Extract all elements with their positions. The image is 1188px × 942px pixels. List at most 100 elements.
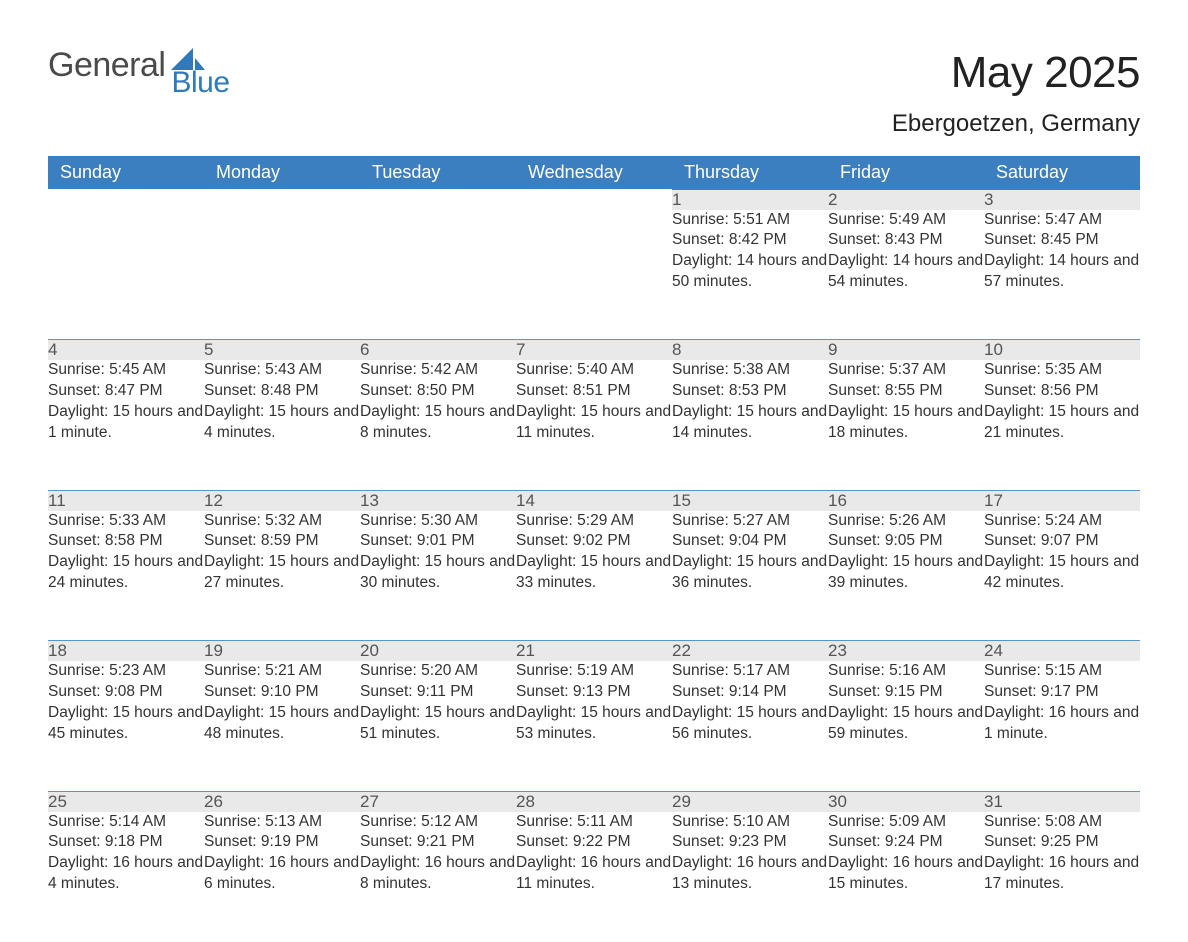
day-cell: Sunrise: 5:29 AMSunset: 9:02 PMDaylight:… <box>516 511 672 641</box>
daylight-line: Daylight: 14 hours and 57 minutes. <box>984 251 1140 293</box>
empty-cell <box>516 190 672 210</box>
day-number: 16 <box>828 490 984 511</box>
sunset-line: Sunset: 9:07 PM <box>984 531 1140 552</box>
sunset-line: Sunset: 9:22 PM <box>516 832 672 853</box>
sunrise-line: Sunrise: 5:47 AM <box>984 210 1140 231</box>
day-number-row: 45678910 <box>48 340 1140 361</box>
day-number: 25 <box>48 791 204 812</box>
daylight-line: Daylight: 16 hours and 15 minutes. <box>828 853 984 895</box>
day-cell: Sunrise: 5:38 AMSunset: 8:53 PMDaylight:… <box>672 360 828 490</box>
daylight-line: Daylight: 15 hours and 11 minutes. <box>516 402 672 444</box>
weekday-header: Saturday <box>984 156 1140 190</box>
day-number: 10 <box>984 340 1140 361</box>
sunset-line: Sunset: 9:17 PM <box>984 682 1140 703</box>
day-content-row: Sunrise: 5:45 AMSunset: 8:47 PM Daylight:… <box>48 360 1140 490</box>
daylight-line: Daylight: 15 hours and 39 minutes. <box>828 552 984 594</box>
daylight-line: Daylight: 15 hours and 36 minutes. <box>672 552 828 594</box>
brand-word-1: General <box>48 48 165 82</box>
day-cell: Sunrise: 5:20 AMSunset: 9:11 PMDaylight:… <box>360 661 516 791</box>
sunrise-line: Sunrise: 5:17 AM <box>672 661 828 682</box>
daylight-line: Daylight: 16 hours and 11 minutes. <box>516 853 672 895</box>
brand-logo: General Blue <box>48 48 230 98</box>
day-number-row: 18192021222324 <box>48 641 1140 662</box>
daylight-line: Daylight: 15 hours and 8 minutes. <box>360 402 516 444</box>
empty-cell <box>516 210 672 340</box>
day-number: 13 <box>360 490 516 511</box>
day-content-row: Sunrise: 5:23 AMSunset: 9:08 PMDaylight:… <box>48 661 1140 791</box>
daylight-line: Daylight: 16 hours and 8 minutes. <box>360 853 516 895</box>
sunrise-line: Sunrise: 5:13 AM <box>204 812 360 833</box>
sunrise-line: Sunrise: 5:37 AM <box>828 360 984 381</box>
day-number: 14 <box>516 490 672 511</box>
daylight-line: Daylight: 15 hours and 18 minutes. <box>828 402 984 444</box>
day-number-row: 11121314151617 <box>48 490 1140 511</box>
weekday-header: Thursday <box>672 156 828 190</box>
sunrise-line: Sunrise: 5:32 AM <box>204 511 360 532</box>
empty-cell <box>48 210 204 340</box>
day-cell: Sunrise: 5:15 AMSunset: 9:17 PMDaylight:… <box>984 661 1140 791</box>
sunset-line: Sunset: 9:14 PM <box>672 682 828 703</box>
sunset-line: Sunset: 8:42 PM <box>672 230 828 251</box>
day-number: 20 <box>360 641 516 662</box>
sunset-line: Sunset: 8:47 PM <box>48 381 204 402</box>
day-cell: Sunrise: 5:30 AMSunset: 9:01 PMDaylight:… <box>360 511 516 641</box>
sunset-line: Sunset: 9:18 PM <box>48 832 204 853</box>
day-number: 18 <box>48 641 204 662</box>
daylight-line: Daylight: 15 hours and 56 minutes. <box>672 703 828 745</box>
daylight-line: Daylight: 15 hours and 30 minutes. <box>360 552 516 594</box>
empty-cell <box>360 190 516 210</box>
sunset-line: Sunset: 9:02 PM <box>516 531 672 552</box>
sunrise-line: Sunrise: 5:45 AM <box>48 360 204 381</box>
daylight-line: Daylight: 15 hours and 27 minutes. <box>204 552 360 594</box>
sunrise-line: Sunrise: 5:38 AM <box>672 360 828 381</box>
day-cell: Sunrise: 5:43 AMSunset: 8:48 PMDaylight:… <box>204 360 360 490</box>
sunset-line: Sunset: 8:43 PM <box>828 230 984 251</box>
day-cell: Sunrise: 5:09 AMSunset: 9:24 PMDaylight:… <box>828 812 984 942</box>
day-number: 26 <box>204 791 360 812</box>
daylight-line: Daylight: 15 hours and 21 minutes. <box>984 402 1140 444</box>
brand-mark: Blue <box>171 48 229 98</box>
sunrise-line: Sunrise: 5:30 AM <box>360 511 516 532</box>
daylight-line: Daylight: 14 hours and 54 minutes. <box>828 251 984 293</box>
sunrise-line: Sunrise: 5:33 AM <box>48 511 204 532</box>
day-cell: Sunrise: 5:19 AMSunset: 9:13 PMDaylight:… <box>516 661 672 791</box>
day-number: 27 <box>360 791 516 812</box>
calendar-table: Sunday Monday Tuesday Wednesday Thursday… <box>48 156 1140 942</box>
day-cell: Sunrise: 5:35 AMSunset: 8:56 PMDaylight:… <box>984 360 1140 490</box>
sunset-line: Sunset: 9:19 PM <box>204 832 360 853</box>
day-cell: Sunrise: 5:11 AMSunset: 9:22 PMDaylight:… <box>516 812 672 942</box>
day-number: 17 <box>984 490 1140 511</box>
sunset-line: Sunset: 8:55 PM <box>828 381 984 402</box>
brand-word-2: Blue <box>171 68 229 98</box>
daylight-line: Daylight: 15 hours and 51 minutes. <box>360 703 516 745</box>
day-number: 23 <box>828 641 984 662</box>
day-cell: Sunrise: 5:26 AMSunset: 9:05 PMDaylight:… <box>828 511 984 641</box>
day-content-row: Sunrise: 5:33 AMSunset: 8:58 PMDaylight:… <box>48 511 1140 641</box>
sunset-line: Sunset: 8:56 PM <box>984 381 1140 402</box>
sunrise-line: Sunrise: 5:10 AM <box>672 812 828 833</box>
day-number-row: 123 <box>48 190 1140 210</box>
day-number-row: 25262728293031 <box>48 791 1140 812</box>
page-title: May 2025 <box>892 48 1140 98</box>
day-cell: Sunrise: 5:23 AMSunset: 9:08 PMDaylight:… <box>48 661 204 791</box>
day-number: 30 <box>828 791 984 812</box>
sunrise-line: Sunrise: 5:29 AM <box>516 511 672 532</box>
daylight-line: Daylight: 14 hours and 50 minutes. <box>672 251 828 293</box>
sunrise-line: Sunrise: 5:12 AM <box>360 812 516 833</box>
sunset-line: Sunset: 8:58 PM <box>48 531 204 552</box>
daylight-line: Daylight: 15 hours and 53 minutes. <box>516 703 672 745</box>
sunrise-line: Sunrise: 5:49 AM <box>828 210 984 231</box>
day-cell: Sunrise: 5:27 AMSunset: 9:04 PMDaylight:… <box>672 511 828 641</box>
day-cell: Sunrise: 5:16 AMSunset: 9:15 PMDaylight:… <box>828 661 984 791</box>
empty-cell <box>204 190 360 210</box>
weekday-header: Sunday <box>48 156 204 190</box>
sunrise-line: Sunrise: 5:09 AM <box>828 812 984 833</box>
day-cell: Sunrise: 5:10 AMSunset: 9:23 PMDaylight:… <box>672 812 828 942</box>
day-cell: Sunrise: 5:14 AMSunset: 9:18 PMDaylight:… <box>48 812 204 942</box>
day-cell: Sunrise: 5:40 AMSunset: 8:51 PMDaylight:… <box>516 360 672 490</box>
sunrise-line: Sunrise: 5:20 AM <box>360 661 516 682</box>
sunset-line: Sunset: 9:04 PM <box>672 531 828 552</box>
title-block: May 2025 Ebergoetzen, Germany <box>892 48 1140 138</box>
empty-cell <box>360 210 516 340</box>
location-subtitle: Ebergoetzen, Germany <box>892 110 1140 138</box>
